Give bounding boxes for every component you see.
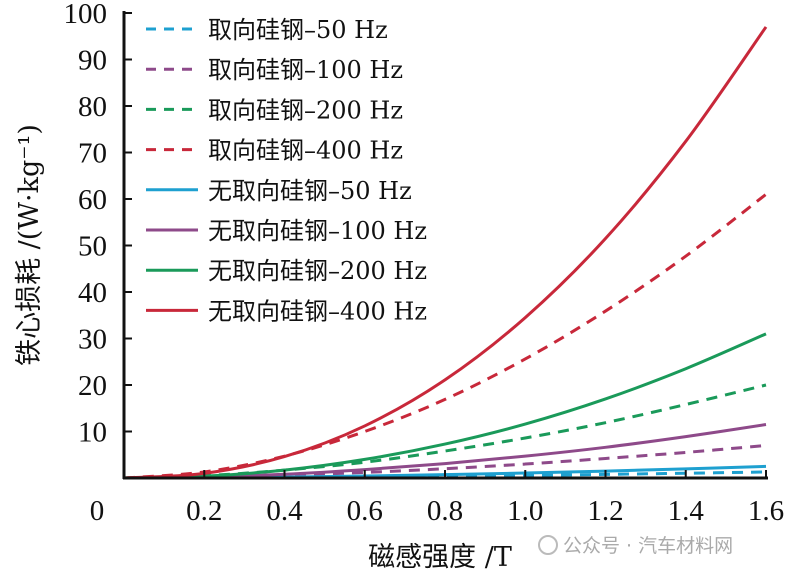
series-line-6 <box>123 332 767 480</box>
wechat-icon <box>538 535 558 555</box>
y-tick-label: 50 <box>78 231 107 263</box>
x-tick-label: 0.2 <box>186 495 222 527</box>
y-tick-label: 40 <box>78 277 107 309</box>
x-tick-label: 1.4 <box>668 495 705 527</box>
legend-label: 取向硅钢–100 Hz <box>208 56 403 84</box>
legend-label: 取向硅钢–400 Hz <box>208 137 403 165</box>
x-tick-label: 0.4 <box>266 495 303 527</box>
legend-label: 无取向硅钢–200 Hz <box>208 257 427 285</box>
legend-label: 无取向硅钢–50 Hz <box>208 177 412 205</box>
watermark: 公众号 · 汽车材料网 <box>538 535 733 557</box>
y-tick-label: 100 <box>64 0 108 30</box>
y-tick-label: 10 <box>78 417 107 449</box>
y-tick-label: 90 <box>78 45 107 77</box>
legend-label: 取向硅钢–200 Hz <box>208 96 403 124</box>
x-tick-label: 1.2 <box>587 495 623 527</box>
legend: 取向硅钢–50 Hz 取向硅钢–100 Hz 取向硅钢–200 Hz 取向硅钢–400… <box>146 16 427 325</box>
series-line-5 <box>123 423 767 480</box>
legend-label: 无取向硅钢–100 Hz <box>208 217 427 245</box>
y-tick-label: 30 <box>78 324 107 356</box>
y-tick-label: 20 <box>78 370 107 402</box>
x-tick-label: 1.0 <box>507 495 543 527</box>
x-axis-title: 磁感强度 /T <box>368 542 512 573</box>
series-line-2 <box>123 383 767 480</box>
watermark-text: 公众号 · 汽车材料网 <box>563 535 733 557</box>
x-tick-label: 1.6 <box>748 495 784 527</box>
legend-label: 无取向硅钢–400 Hz <box>208 297 427 325</box>
series-line-7 <box>123 26 768 480</box>
series-line-3 <box>123 193 767 480</box>
axes: 10 20 30 40 50 60 70 80 90 100 0 0.2 0.4 0.6 0.8 1.0 1.2… <box>64 0 785 527</box>
x-tick-label: 0.8 <box>427 495 463 527</box>
x-tick-label: 0 <box>90 495 105 527</box>
y-tick-label: 60 <box>78 184 107 216</box>
y-axis-title: 铁心损耗 /(W·kg⁻¹) <box>14 124 45 366</box>
x-tick-label: 0.6 <box>347 495 383 527</box>
y-tick-label: 70 <box>78 138 107 170</box>
curves <box>123 26 768 480</box>
y-tick-label: 80 <box>78 91 107 123</box>
legend-label: 取向硅钢–50 Hz <box>208 16 388 44</box>
